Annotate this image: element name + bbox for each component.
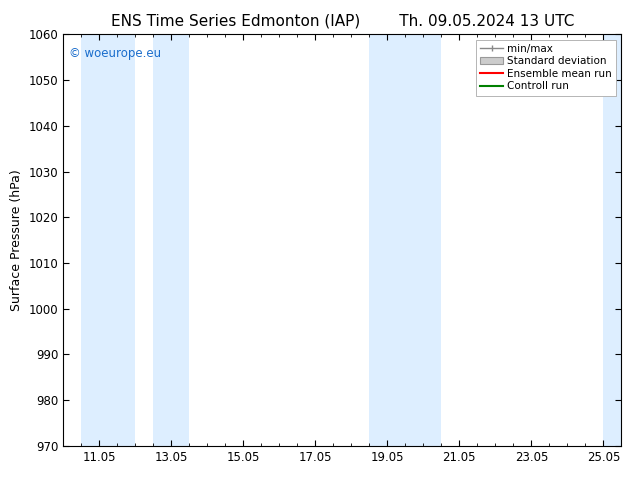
Bar <box>604 34 621 446</box>
Bar <box>405 34 441 446</box>
Bar <box>81 34 136 446</box>
Legend: min/max, Standard deviation, Ensemble mean run, Controll run: min/max, Standard deviation, Ensemble me… <box>476 40 616 96</box>
Bar <box>153 34 190 446</box>
Bar <box>370 34 405 446</box>
Y-axis label: Surface Pressure (hPa): Surface Pressure (hPa) <box>10 169 23 311</box>
Text: © woeurope.eu: © woeurope.eu <box>69 47 161 60</box>
Title: ENS Time Series Edmonton (IAP)        Th. 09.05.2024 13 UTC: ENS Time Series Edmonton (IAP) Th. 09.05… <box>111 14 574 29</box>
